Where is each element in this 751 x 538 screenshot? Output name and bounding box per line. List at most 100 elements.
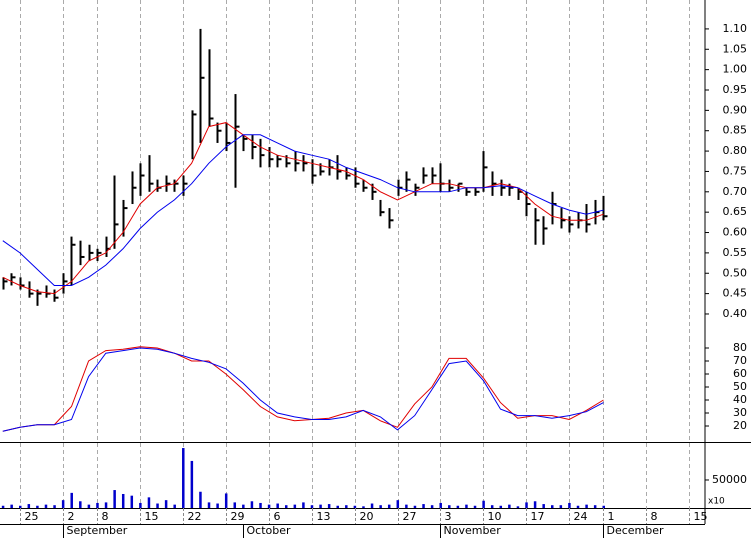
volume-bar [362, 506, 365, 508]
y-tick-label: 60 [733, 367, 747, 380]
volume-bar [310, 505, 314, 508]
month-label: October [247, 524, 291, 537]
volume-bar [473, 505, 477, 508]
x-tick-label: 3 [445, 510, 452, 523]
volume-bar [70, 492, 73, 508]
volume-bar [353, 505, 357, 508]
volume-bar [113, 490, 116, 508]
volume-bar [139, 502, 142, 508]
volume-bar [456, 505, 460, 508]
volume-bar [147, 497, 151, 508]
x-tick-label: 8 [102, 510, 109, 523]
y-tick-label: 1.10 [723, 22, 748, 35]
x-tick-label: 13 [317, 510, 331, 523]
volume-bar [568, 502, 571, 508]
volume-multiplier: x10 [708, 497, 725, 507]
y-tick-label: 0.85 [723, 124, 748, 137]
y-tick-label: 0.50 [723, 266, 748, 279]
line [2, 347, 604, 432]
volume-bar [405, 504, 408, 508]
line [2, 346, 604, 432]
volume-bar [164, 500, 168, 508]
y-tick-label: 0.70 [723, 185, 748, 198]
volume-bar [10, 504, 13, 508]
volume-bar [182, 448, 185, 508]
y-tick-label: 1.00 [723, 63, 748, 76]
y-tick-label: 0.80 [723, 144, 748, 157]
volume-bar [53, 505, 56, 508]
volume-bar [576, 505, 580, 508]
volume-bar [36, 505, 39, 508]
volume-bar [121, 493, 125, 508]
volume-bar [104, 502, 108, 508]
volume-bar [156, 503, 159, 508]
volume-bar [387, 504, 391, 508]
volume-bar [18, 505, 22, 508]
volume-bar [327, 504, 331, 508]
volume-bar [370, 503, 374, 508]
x-tick-label: 1 [608, 510, 615, 523]
volume-bar [439, 502, 442, 508]
volume-bar [533, 501, 537, 508]
y-tick-label: 0.65 [723, 205, 748, 218]
volume-bar [284, 505, 288, 508]
volume-bar [593, 505, 597, 508]
x-tick-label: 10 [488, 510, 502, 523]
month-label: September [67, 524, 128, 537]
volume-bar [259, 502, 262, 508]
volume-bar [1, 505, 5, 508]
volume-bar [602, 505, 605, 508]
x-tick-label: 25 [25, 510, 39, 523]
month-label: November [444, 524, 502, 537]
y-tick-label: 40 [733, 393, 747, 406]
volume-bar [516, 506, 520, 508]
x-tick-label: 6 [274, 510, 281, 523]
line [2, 134, 604, 286]
x-tick-label: 29 [231, 510, 245, 523]
volume-bar [130, 495, 134, 508]
y-tick-label: 70 [733, 354, 747, 367]
x-tick-label: 2 [68, 510, 75, 523]
volume-bar [242, 504, 245, 508]
y-tick-label: 0.75 [723, 164, 748, 177]
y-tick-label: 0.60 [723, 226, 748, 239]
volume-bar [224, 493, 228, 508]
y-tick-label: 0.90 [723, 103, 748, 116]
volume-bar [173, 504, 176, 508]
volume-bar [559, 505, 563, 508]
volume-bar [396, 500, 400, 508]
x-tick-label: 15 [145, 510, 159, 523]
volume-bar [44, 504, 48, 508]
volume-bar [79, 501, 82, 508]
volume-bar [465, 504, 468, 508]
volume-bar [216, 503, 219, 508]
volume-bar [345, 505, 348, 508]
volume-bar [87, 504, 91, 508]
volume-bar [190, 460, 194, 508]
volume-bar [551, 505, 554, 508]
volume-bar [319, 504, 322, 508]
volume-bar [250, 501, 254, 508]
y-tick-label: 30 [733, 406, 747, 419]
volume-bar [585, 504, 588, 508]
volume-bar [293, 504, 297, 508]
volume-bar [61, 500, 65, 508]
x-tick-label: 17 [531, 510, 545, 523]
y-tick-label: 20 [733, 419, 747, 432]
volume-bar [413, 505, 417, 508]
x-tick-label: 15 [694, 510, 708, 523]
volume-bar [508, 504, 511, 508]
volume-bar [267, 504, 271, 508]
volume-bar [525, 502, 528, 508]
volume-bar [96, 502, 99, 508]
volume-bar [448, 505, 451, 508]
volume-bar [302, 502, 305, 508]
x-tick-label: 8 [651, 510, 658, 523]
volume-bar [233, 502, 237, 508]
volume-bar [27, 504, 31, 508]
volume-bar [542, 504, 545, 508]
volume-bar [422, 504, 425, 508]
volume-bar [430, 505, 434, 508]
